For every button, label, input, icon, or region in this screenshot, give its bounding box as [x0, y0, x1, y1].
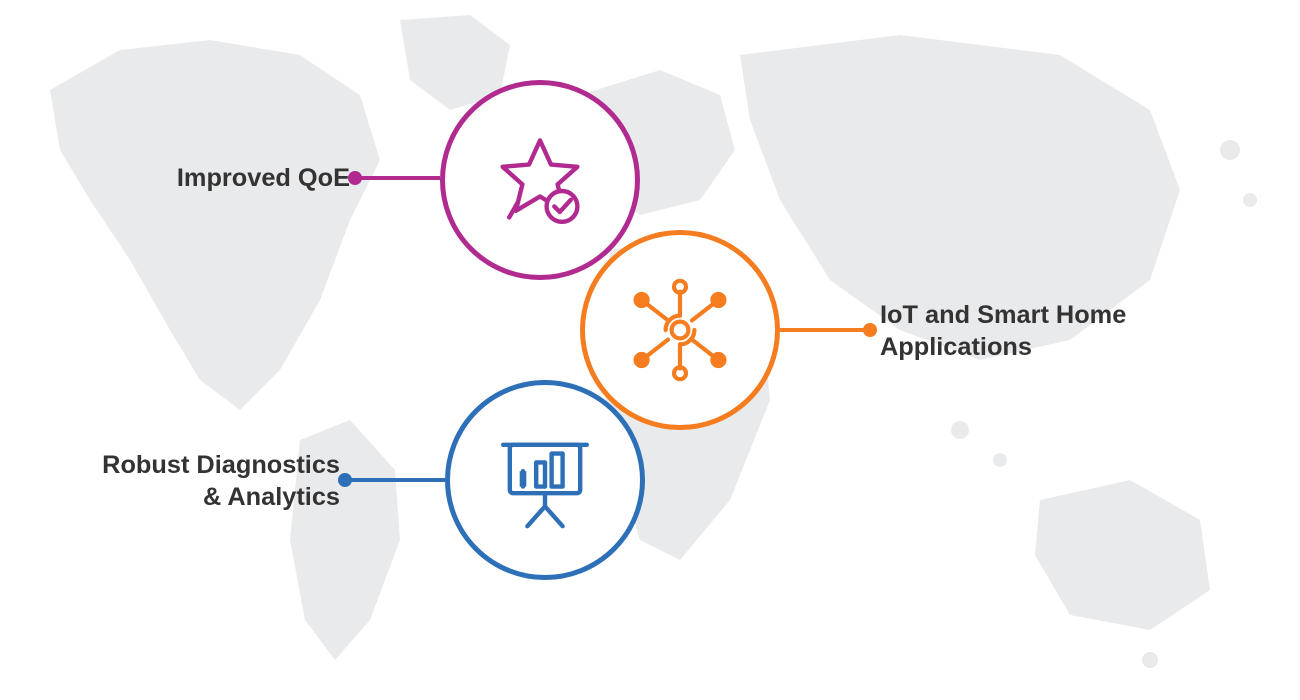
- circle-diagnostics: [445, 380, 645, 580]
- label-qoe-text: Improved QoE: [177, 164, 350, 192]
- label-diag-line1: Robust Diagnostics: [102, 451, 340, 479]
- label-iot-line1: IoT and Smart Home: [880, 301, 1126, 329]
- label-iot-line2: Applications: [880, 333, 1032, 361]
- circle-iot: [580, 230, 780, 430]
- label-diag-line2: & Analytics: [203, 483, 340, 511]
- presentation-chart-icon: [490, 425, 600, 535]
- circle-qoe: [440, 80, 640, 280]
- network-hub-icon: [620, 270, 740, 390]
- diagram-stage: Improved QoE Robust Diagnostics & Analyt…: [0, 0, 1300, 700]
- label-iot: IoT and Smart Home Applications: [880, 300, 1180, 363]
- label-qoe: Improved QoE: [135, 163, 350, 195]
- star-check-icon: [485, 125, 595, 235]
- label-diagnostics: Robust Diagnostics & Analytics: [60, 450, 340, 513]
